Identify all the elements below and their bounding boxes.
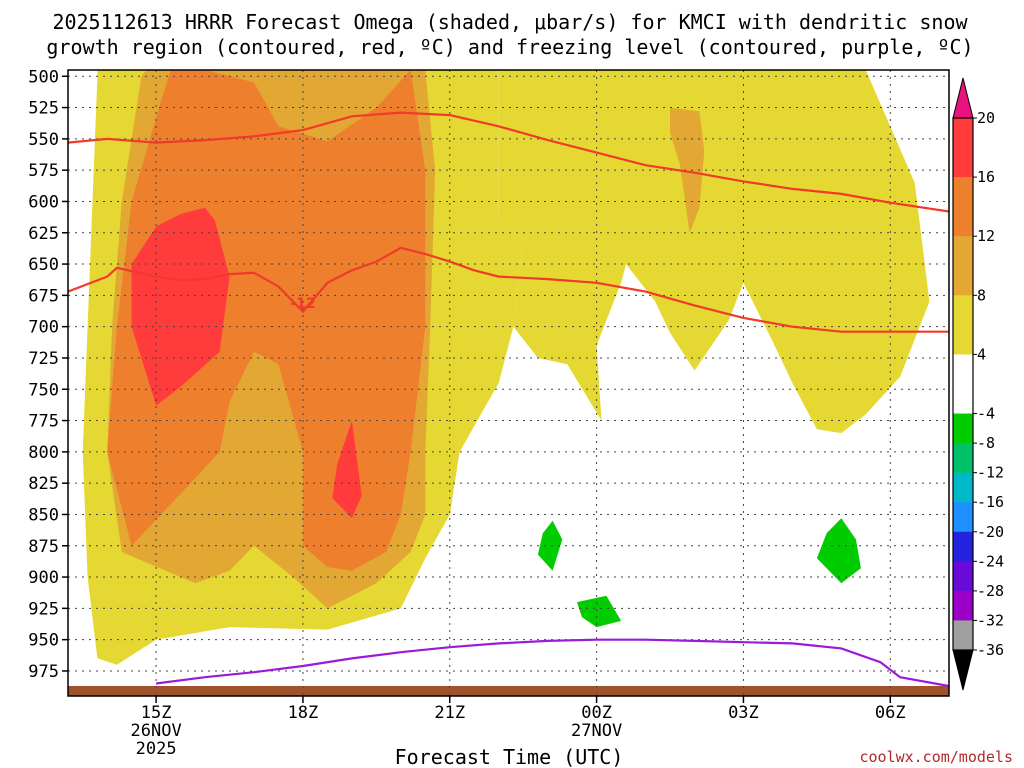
- colorbar-bin-3: [953, 206, 973, 237]
- y-tick-label-4: 600: [28, 192, 59, 212]
- colorbar-label-3: 8: [977, 286, 986, 304]
- colorbar-label-2: 12: [977, 227, 995, 245]
- y-tick-label-13: 825: [28, 474, 59, 494]
- freezing-level-line: [155, 638, 949, 688]
- colorbar-bin-9: [953, 384, 973, 415]
- y-axis: 500 525 550 575 600 625 650 675 700 725 750 775 800 8…: [28, 67, 68, 682]
- y-tick-label-16: 900: [28, 568, 59, 588]
- colorbar-bin-0: [953, 118, 973, 149]
- colorbar-label-8: -16: [977, 493, 1004, 511]
- colorbar-label-1: 16: [977, 168, 995, 186]
- y-tick-label-9: 725: [28, 349, 59, 369]
- y-tick-label-19: 975: [28, 662, 59, 682]
- x-tick-label-4: 03Z: [728, 703, 759, 723]
- omega-region-7: [537, 520, 563, 571]
- colorbar-bin-11: [953, 443, 973, 474]
- y-tick-label-10: 750: [28, 380, 59, 400]
- y-tick-label-0: 500: [28, 67, 59, 87]
- colorbar-bin-8: [953, 354, 973, 385]
- x-tick-date-0: 26NOV: [131, 721, 182, 741]
- y-tick-label-7: 675: [28, 286, 59, 306]
- ground-bar: [68, 685, 949, 696]
- y-tick-label-12: 800: [28, 443, 59, 463]
- colorbar-bin-14: [953, 531, 973, 562]
- colorbar-bin-2: [953, 177, 973, 208]
- colorbar-bin-7: [953, 324, 973, 355]
- plot-area: [67, 69, 950, 697]
- colorbar-label-6: -8: [977, 434, 995, 452]
- x-tick-year-0: 2025: [136, 739, 177, 759]
- chart-title-line-2: growth region (contoured, red, ºC) and f…: [46, 35, 973, 59]
- x-tick-label-3: 00Z: [581, 703, 612, 723]
- omega-shading: [68, 70, 949, 696]
- colorbar-label-4: 4: [977, 345, 986, 363]
- colorbar-label-11: -28: [977, 582, 1004, 600]
- x-tick-label-2: 21Z: [434, 703, 465, 723]
- y-tick-label-3: 575: [28, 161, 59, 181]
- omega-region-1: [498, 70, 930, 434]
- colorbar-bin-4: [953, 236, 973, 267]
- colorbar-bin-5: [953, 265, 973, 296]
- colorbar-label-0: 20: [977, 109, 995, 127]
- y-tick-label-8: 700: [28, 318, 59, 338]
- colorbar-label-10: -24: [977, 552, 1004, 570]
- dgz-minus12-line: [68, 246, 949, 333]
- y-tick-label-11: 775: [28, 412, 59, 432]
- colorbar-bin-12: [953, 472, 973, 503]
- dgz-upper-line: [68, 111, 949, 213]
- colorbar-bin-17: [953, 620, 973, 651]
- x-tick-label-5: 06Z: [875, 703, 906, 723]
- y-tick-label-18: 950: [28, 631, 59, 651]
- omega-region-5: [131, 207, 230, 406]
- y-tick-label-6: 650: [28, 255, 59, 275]
- colorbar-bin-16: [953, 590, 973, 621]
- contour-label-minus12: -12: [290, 296, 315, 312]
- colorbar-bin-15: [953, 561, 973, 592]
- y-tick-label-14: 850: [28, 505, 59, 525]
- x-tick-label-0: 15Z: [141, 703, 172, 723]
- y-tick-label-17: 925: [28, 599, 59, 619]
- colorbar-bin-1: [953, 147, 973, 178]
- omega-region-6: [332, 420, 362, 519]
- colorbar-bin-10: [953, 413, 973, 444]
- credit-text: coolwx.com/models: [859, 748, 1013, 766]
- colorbar-bin-6: [953, 295, 973, 326]
- y-tick-label-2: 550: [28, 130, 59, 150]
- y-tick-label-5: 625: [28, 224, 59, 244]
- colorbar-frame: [952, 117, 974, 651]
- omega-region-8: [577, 595, 622, 628]
- colorbar-label-12: -32: [977, 611, 1004, 629]
- y-tick-label-15: 875: [28, 537, 59, 557]
- contour-lines: [68, 111, 949, 688]
- colorbar-top-arrow: [952, 77, 974, 119]
- plot-frame: [67, 69, 950, 697]
- x-tick-label-1: 18Z: [288, 703, 319, 723]
- y-tick-label-1: 525: [28, 99, 59, 119]
- chart-title-line-1: 2025112613 HRRR Forecast Omega (shaded, …: [52, 10, 968, 34]
- colorbar-label-5: -4: [977, 405, 995, 423]
- x-axis-title: Forecast Time (UTC): [395, 745, 624, 768]
- colorbar-bin-13: [953, 502, 973, 533]
- omega-region-9: [816, 518, 861, 584]
- colorbar: 20 16 12 8 4 -4 -8 -12 -16 -20 -24 -28 -32 -36: [952, 77, 1004, 691]
- colorbar-label-7: -12: [977, 464, 1004, 482]
- colorbar-label-13: -36: [977, 641, 1004, 659]
- colorbar-label-9: -20: [977, 523, 1004, 541]
- colorbar-bottom-arrow: [952, 649, 974, 691]
- x-tick-date-3: 27NOV: [571, 721, 622, 741]
